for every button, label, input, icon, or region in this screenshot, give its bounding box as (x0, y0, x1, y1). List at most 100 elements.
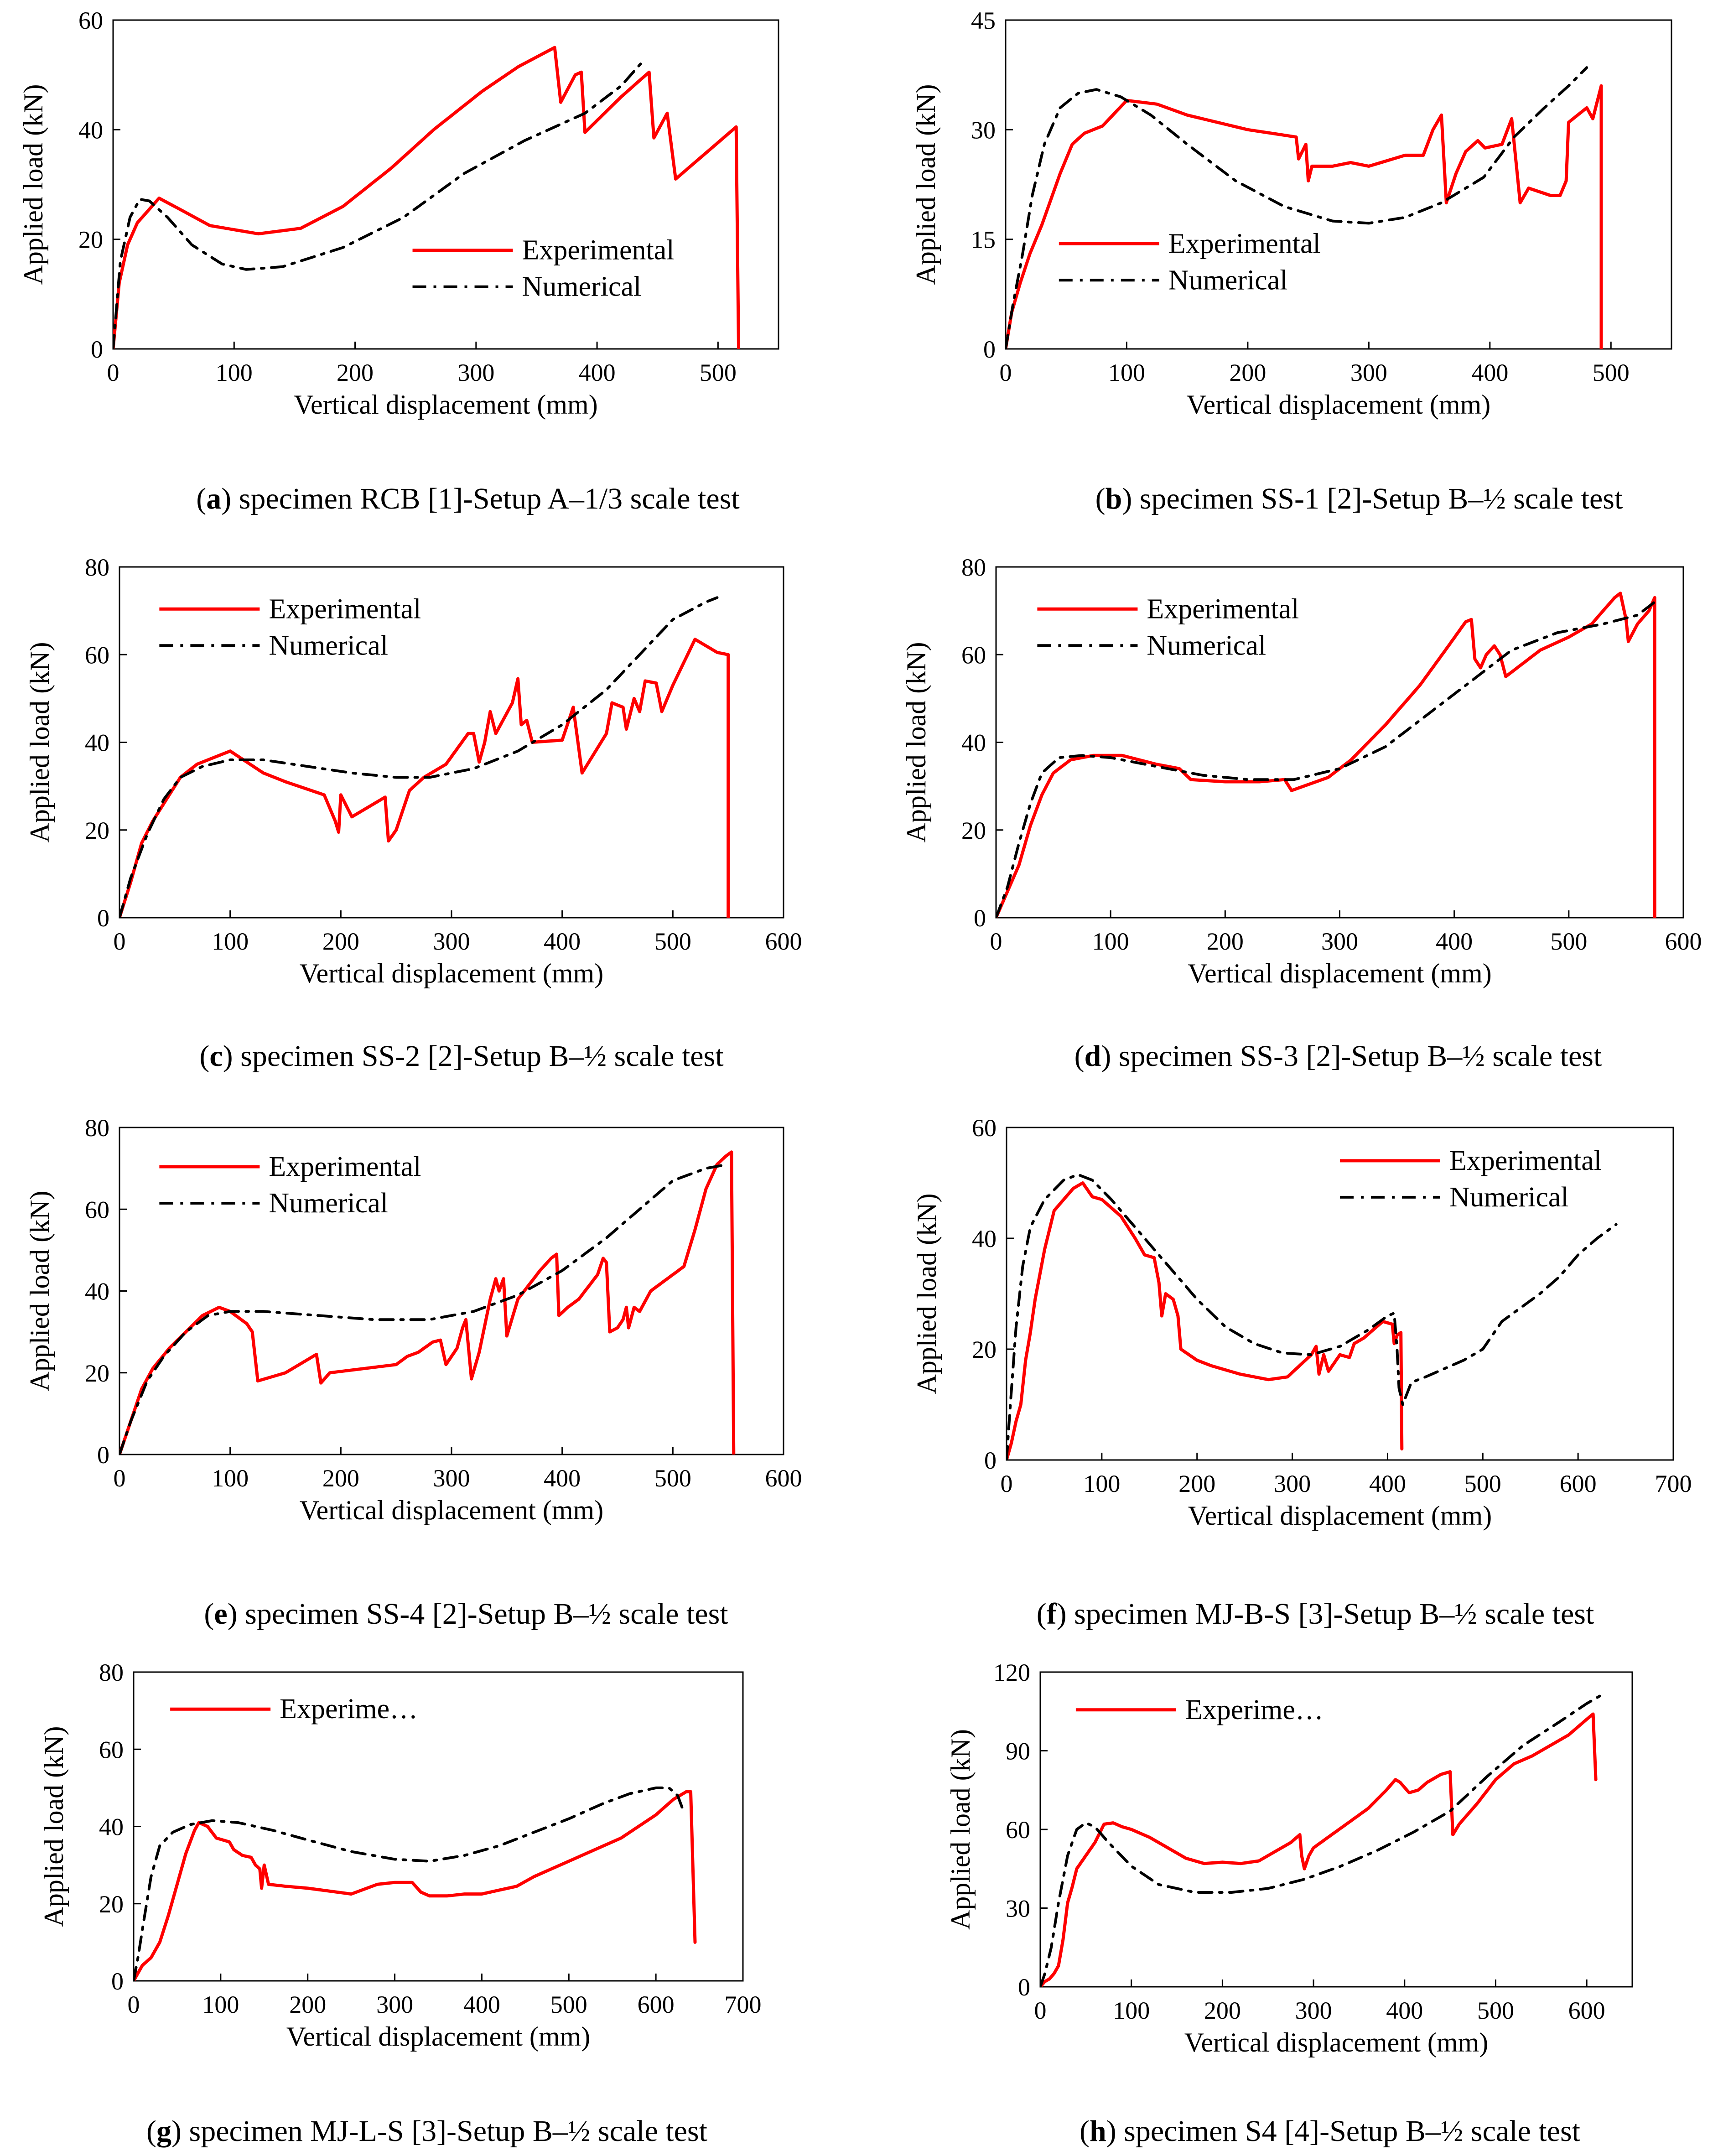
caption-letter: d (1085, 1039, 1101, 1073)
y-tick-label: 40 (99, 1813, 124, 1841)
panel-caption: (e) specimen SS-4 [2]-Setup B–½ scale te… (204, 1597, 728, 1631)
x-axis-title: Vertical displacement (mm) (1188, 1501, 1492, 1531)
y-tick-label: 40 (85, 1278, 109, 1305)
y-tick-label: 15 (971, 226, 996, 254)
y-tick-label: 80 (961, 554, 986, 581)
x-tick-label: 100 (1092, 928, 1129, 955)
series-line-numerical (1040, 1692, 1607, 1987)
chart-panel-a: 0 100 200 300 400 500 0 20 40 60 Vertical displace… (18, 7, 779, 515)
x-tick-label: 700 (725, 1991, 762, 2018)
y-tick-label: 60 (85, 1196, 109, 1223)
panel-caption: (d) specimen SS-3 [2]-Setup B–½ scale te… (1074, 1039, 1602, 1073)
x-tick-label: 100 (1083, 1470, 1120, 1497)
x-tick-label: 600 (765, 1465, 802, 1492)
x-tick-label: 0 (990, 928, 1002, 955)
chart-panel-c: 0 100 200 300 400 500 600 0 20 40 60 80 Vertical dis… (25, 554, 802, 1073)
y-tick-label: 40 (961, 729, 986, 757)
panel-caption: (a) specimen RCB [1]-Setup A–1/3 scale t… (196, 482, 739, 515)
y-tick-label: 40 (85, 729, 109, 757)
x-tick-label: 400 (1369, 1470, 1406, 1497)
x-axis-title: Vertical displacement (mm) (286, 2021, 590, 2052)
x-tick-label: 200 (1178, 1470, 1215, 1497)
y-tick-label: 20 (99, 1891, 124, 1918)
x-tick-label: 0 (114, 928, 126, 955)
x-tick-label: 500 (1477, 1997, 1514, 2024)
chart-panel-h: 0 100 200 300 400 500 600 0 30 60 90 120 Vertical di… (945, 1659, 1633, 2148)
legend-label: Numerical (1449, 1182, 1569, 1213)
legend-label: Numerical (269, 630, 388, 661)
x-tick-label: 600 (1568, 1997, 1605, 2024)
series-line-experimental (1007, 1181, 1404, 1460)
legend-label: Experime… (280, 1694, 418, 1725)
plot-frame (1006, 1127, 1674, 1461)
x-tick-label: 200 (1204, 1997, 1241, 2024)
x-tick-label: 500 (550, 1991, 587, 2018)
y-tick-label: 20 (78, 226, 103, 254)
series-line-experimental (996, 592, 1656, 918)
x-tick-label: 300 (1274, 1470, 1311, 1497)
legend-label: Experimental (1449, 1145, 1602, 1176)
x-tick-label: 300 (1350, 359, 1387, 386)
caption-letter: f (1047, 1597, 1057, 1631)
x-axis-title: Vertical displacement (mm) (1188, 958, 1491, 988)
y-tick-label: 20 (85, 1360, 109, 1387)
y-tick-label: 60 (961, 641, 986, 669)
legend-label: Experimental (1147, 593, 1299, 624)
x-tick-label: 700 (1655, 1470, 1692, 1497)
x-tick-label: 100 (212, 1465, 249, 1492)
y-tick-label: 0 (1018, 1974, 1030, 2001)
y-tick-label: 20 (972, 1336, 997, 1363)
y-tick-label: 0 (91, 336, 103, 363)
y-axis-title: Applied load (kN) (18, 84, 48, 285)
y-tick-label: 20 (961, 817, 986, 844)
y-tick-label: 0 (984, 1447, 997, 1474)
plot-frame (112, 19, 779, 350)
x-axis-title: Vertical displacement (mm) (294, 390, 597, 420)
series-line-numerical (996, 600, 1656, 918)
x-tick-label: 600 (638, 1991, 675, 2018)
x-tick-label: 600 (765, 928, 802, 955)
y-tick-label: 60 (85, 641, 109, 669)
caption-letter: h (1090, 2114, 1106, 2148)
y-tick-label: 30 (1006, 1895, 1030, 1922)
y-axis-title: Applied load (kN) (901, 642, 931, 843)
chart-panel-f: 0 100 200 300 400 500 600 700 0 20 40 60 Vertical di… (912, 1114, 1692, 1631)
y-tick-label: 90 (1006, 1738, 1030, 1765)
y-tick-label: 60 (972, 1114, 997, 1142)
x-tick-label: 500 (1550, 928, 1587, 955)
y-tick-label: 40 (972, 1225, 997, 1252)
legend-label: Numerical (269, 1188, 388, 1219)
x-tick-label: 0 (128, 1991, 140, 2018)
y-tick-label: 40 (78, 116, 103, 144)
series-line-numerical (134, 1786, 684, 1981)
y-tick-label: 0 (97, 1441, 109, 1469)
y-tick-label: 0 (97, 904, 109, 932)
x-tick-label: 500 (654, 1465, 691, 1492)
panel-caption: (f) specimen MJ-B-S [3]-Setup B–½ scale … (1037, 1597, 1594, 1631)
x-axis-title: Vertical displacement (mm) (1184, 2027, 1488, 2057)
y-tick-label: 60 (99, 1736, 124, 1763)
y-tick-label: 30 (971, 116, 996, 144)
panel-caption: (g) specimen MJ-L-S [3]-Setup B–½ scale … (146, 2114, 707, 2148)
x-tick-label: 0 (107, 359, 119, 386)
legend-label: Numerical (1168, 265, 1288, 296)
y-tick-label: 60 (78, 7, 103, 34)
caption-letter: b (1106, 482, 1122, 515)
y-axis-title: Applied load (kN) (25, 642, 55, 843)
y-axis-title: Applied load (kN) (25, 1191, 55, 1392)
series-line-numerical (119, 1163, 730, 1455)
x-tick-label: 0 (114, 1465, 126, 1492)
x-tick-label: 500 (700, 359, 737, 386)
y-tick-label: 80 (85, 554, 109, 581)
x-tick-label: 100 (216, 359, 253, 386)
chart-panel-g: 0 100 200 300 400 500 600 700 0 20 40 60 80 Vertical … (39, 1659, 762, 2148)
y-tick-label: 0 (974, 904, 986, 932)
caption-letter: c (209, 1039, 223, 1073)
plot-frame (133, 1671, 744, 1982)
caption-letter: a (206, 482, 221, 515)
y-tick-label: 0 (983, 336, 996, 363)
chart-panel-e: 0 100 200 300 400 500 600 0 20 40 60 80 Vertical dis… (25, 1114, 802, 1631)
y-axis-title: Applied load (kN) (945, 1729, 976, 1930)
x-tick-label: 400 (1386, 1997, 1423, 2024)
x-tick-label: 400 (1436, 928, 1473, 955)
